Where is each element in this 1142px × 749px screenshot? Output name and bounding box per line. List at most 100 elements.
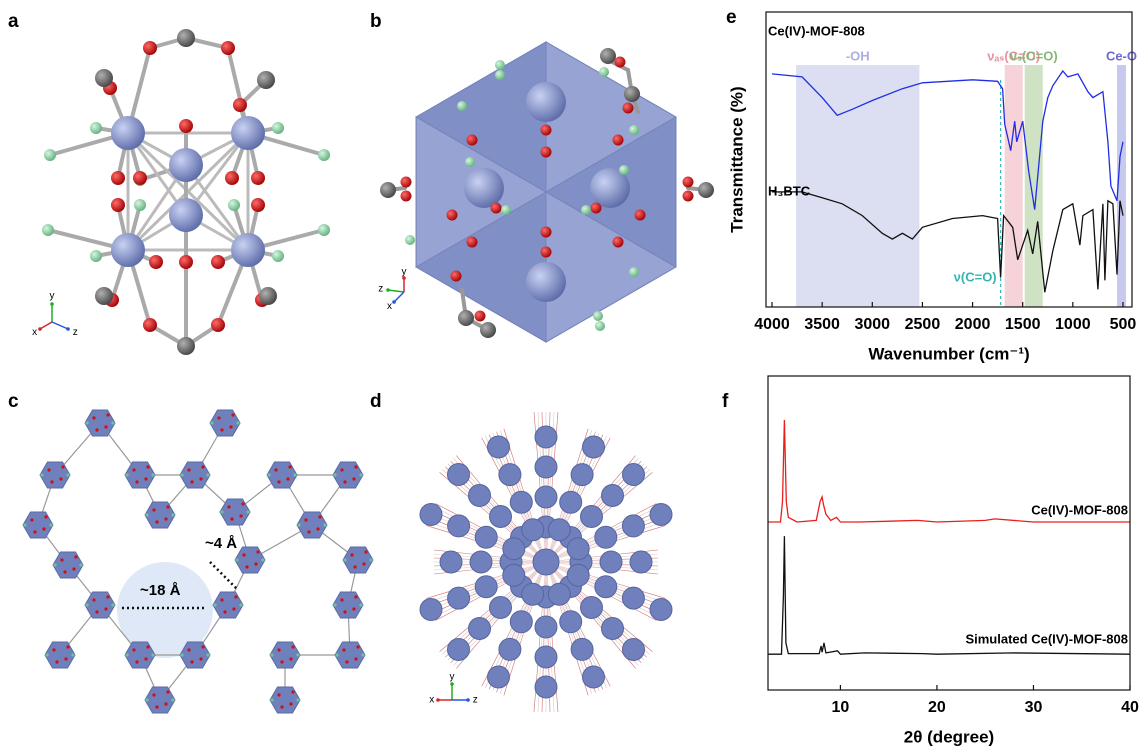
atom — [206, 473, 209, 476]
atom — [220, 510, 223, 513]
atom — [95, 287, 113, 305]
atom — [231, 116, 265, 150]
atom — [55, 660, 58, 663]
axis-arrow-head — [436, 698, 440, 702]
atom — [593, 311, 603, 321]
atom — [241, 502, 244, 505]
cluster — [650, 599, 672, 621]
atom — [201, 465, 204, 468]
atom — [352, 477, 355, 480]
cluster — [448, 639, 470, 661]
atom — [125, 653, 128, 656]
cluster — [448, 464, 470, 486]
atom — [232, 607, 235, 610]
cluster — [343, 547, 373, 573]
atom — [356, 645, 359, 648]
atom — [66, 645, 69, 648]
axis-arrow-head — [466, 698, 470, 702]
cluster — [560, 611, 582, 633]
atom — [615, 57, 626, 68]
atom — [354, 657, 357, 660]
atom — [95, 610, 98, 613]
cluster — [85, 410, 115, 436]
atom — [44, 149, 56, 161]
axis-arrow — [394, 292, 404, 302]
atom — [335, 653, 338, 656]
cluster — [548, 583, 570, 605]
x-tick-label: 3500 — [804, 316, 840, 333]
atom — [104, 607, 107, 610]
atom — [613, 135, 624, 146]
atom — [111, 233, 145, 267]
cluster — [270, 687, 300, 713]
axis-arrow-head — [38, 327, 42, 331]
atom — [401, 177, 412, 188]
atom — [132, 648, 135, 651]
page: {"panels": [ {"label": "a", "axes": ["y"… — [0, 0, 1142, 749]
axis-label: y — [402, 266, 407, 277]
cluster — [448, 587, 470, 609]
atom — [231, 413, 234, 416]
atom — [304, 518, 307, 521]
cluster — [125, 462, 155, 488]
atom — [683, 191, 694, 202]
atom — [340, 468, 343, 471]
atom — [95, 69, 113, 87]
atom — [177, 337, 195, 355]
atom — [270, 698, 273, 701]
atom — [227, 505, 230, 508]
atom — [267, 473, 270, 476]
cluster — [45, 642, 75, 668]
cluster — [630, 551, 652, 573]
cluster — [448, 515, 470, 537]
atom — [246, 510, 249, 513]
atom — [599, 67, 609, 77]
atom — [495, 70, 505, 80]
atom — [61, 465, 64, 468]
axis-label: y — [450, 671, 455, 682]
atom — [164, 517, 167, 520]
atom — [323, 523, 326, 526]
atom — [401, 191, 412, 202]
atom — [63, 570, 66, 573]
cluster — [469, 618, 491, 640]
cluster — [535, 616, 557, 638]
cluster — [583, 666, 605, 688]
atom — [155, 705, 158, 708]
atom — [340, 598, 343, 601]
cluster — [297, 512, 327, 538]
cluster — [595, 576, 617, 598]
atom — [187, 468, 190, 471]
atom — [277, 648, 280, 651]
atom — [79, 563, 82, 566]
axis-label: y — [50, 291, 55, 302]
atom — [541, 247, 552, 258]
cluster — [267, 462, 297, 488]
axis-arrow-head — [386, 288, 390, 292]
cluster — [475, 526, 497, 548]
x-tick-label: 4000 — [754, 316, 790, 333]
atom — [495, 60, 505, 70]
series-label: Ce(IV)-MOF-808 — [768, 23, 865, 38]
atom — [286, 477, 289, 480]
atom — [447, 210, 458, 221]
atom — [270, 653, 273, 656]
atom — [179, 119, 193, 133]
x-axis-title: 2θ (degree) — [904, 727, 994, 746]
cluster — [623, 639, 645, 661]
axis-label: x — [387, 301, 392, 312]
atom — [581, 205, 591, 215]
atom — [111, 198, 125, 212]
atom — [146, 465, 149, 468]
atom — [541, 125, 552, 136]
panel-label: f — [722, 391, 729, 412]
atom — [23, 523, 26, 526]
atom — [369, 558, 372, 561]
x-tick-label: 1500 — [1005, 316, 1041, 333]
structure-illustrations: ~4 Å~18 Å — [23, 29, 714, 713]
cluster — [535, 486, 557, 508]
atom — [44, 515, 47, 518]
cluster — [420, 599, 442, 621]
atom — [145, 513, 148, 516]
cluster — [420, 504, 442, 526]
